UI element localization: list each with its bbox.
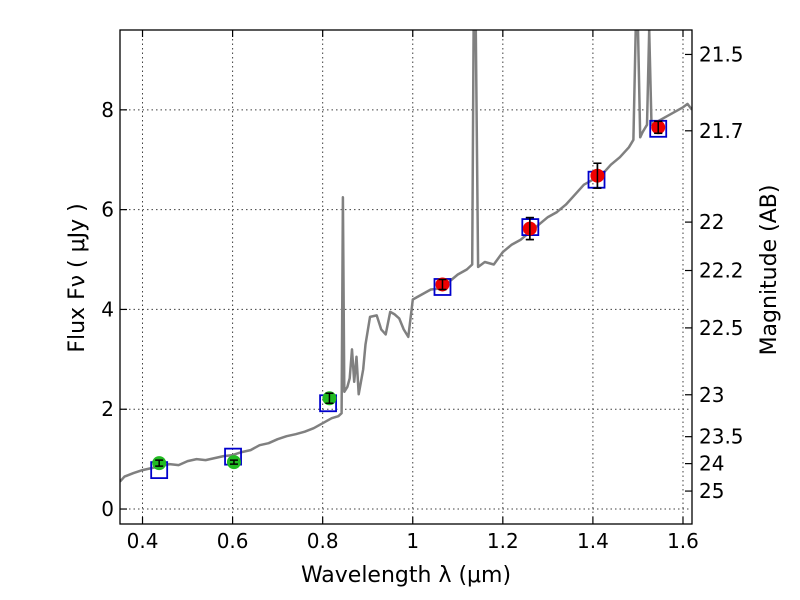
right-tick-label: 22.5 — [699, 316, 744, 340]
y-tick-label: 0 — [101, 497, 114, 521]
right-axis-label: Magnitude (AB) — [757, 185, 782, 356]
y-axis-label: Flux Fν ( μJy ) — [65, 203, 90, 352]
x-tick-label: 0.8 — [307, 529, 339, 553]
x-tick-label: 1.6 — [667, 529, 699, 553]
grid — [120, 30, 692, 524]
plot-series — [120, 30, 692, 483]
right-tick-label: 24 — [699, 452, 724, 476]
y-tick-label: 4 — [101, 297, 114, 321]
x-tick-label: 1 — [406, 529, 419, 553]
x-tick-label: 1.4 — [577, 529, 609, 553]
right-tick-label: 23 — [699, 383, 724, 407]
right-tick-label: 21.7 — [699, 119, 744, 143]
plot-frame — [119, 29, 693, 525]
y-tick-label: 6 — [101, 198, 114, 222]
right-tick-label: 22.2 — [699, 259, 744, 283]
spectrum-line — [120, 30, 692, 483]
y-tick-label: 2 — [101, 397, 114, 421]
axes: 0.4 0.6 0.8 1 1.2 1.4 1.60246821.521.72222.222… — [101, 29, 744, 553]
x-axis-label: Wavelength λ (μm) — [301, 563, 511, 588]
x-tick-label: 1.2 — [487, 529, 519, 553]
x-tick-label: 0.4 — [127, 529, 159, 553]
right-tick-label: 25 — [699, 479, 724, 503]
right-tick-label: 22 — [699, 210, 724, 234]
right-tick-label: 23.5 — [699, 425, 744, 449]
x-tick-label: 0.6 — [217, 529, 249, 553]
y-tick-label: 8 — [101, 98, 114, 122]
right-tick-label: 21.5 — [699, 42, 744, 66]
